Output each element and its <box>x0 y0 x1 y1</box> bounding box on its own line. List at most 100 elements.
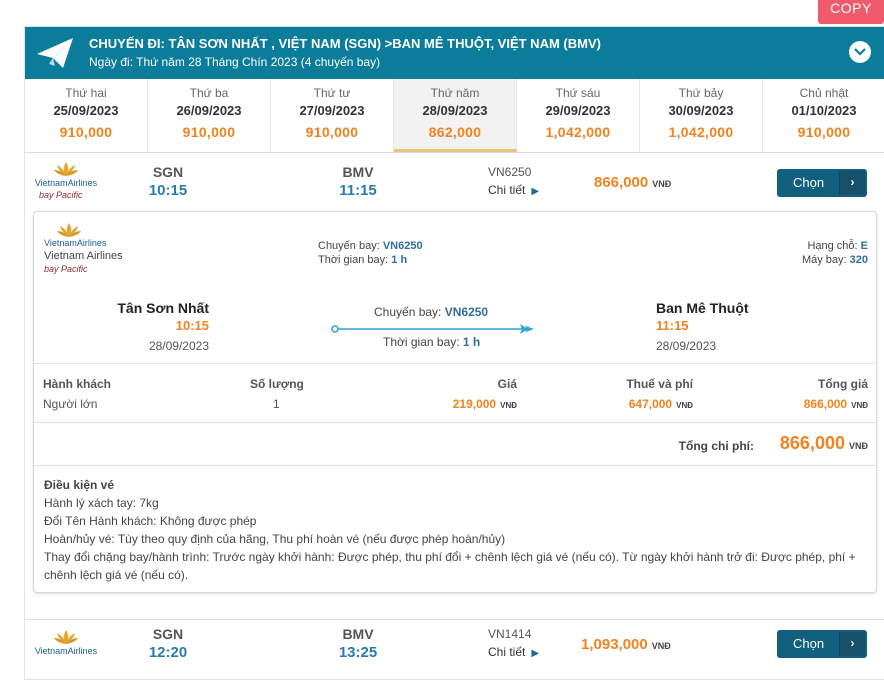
aircraft-label: Máy bay: <box>801 254 847 266</box>
day-name: Chủ nhật <box>799 86 849 100</box>
airline-name: Vietnam Airlines <box>44 250 123 262</box>
aircraft-value: 320 <box>849 254 868 266</box>
flight-row: VietnamAirlines SGN 12:20 BMV 13:25 VN14… <box>25 623 884 679</box>
departure-date: Ngày đi: Thứ năm 28 Tháng Chín 2023 (4 c… <box>89 55 381 69</box>
condition-line: Thay đổi chặng bay/hành trình: Trước ngà… <box>44 550 856 582</box>
day-option[interactable]: Thứ ba 26/09/2023 910,000 <box>148 79 271 152</box>
day-date: 30/09/2023 <box>668 103 734 118</box>
origin-date: 28/09/2023 <box>148 339 209 353</box>
destination-code: BMV <box>342 626 374 642</box>
select-label: Chọn <box>793 636 825 651</box>
select-label: Chọn <box>793 175 825 190</box>
flight-price: 1,093,000 VNĐ <box>581 636 671 653</box>
day-option[interactable]: Thứ bảy 30/09/2023 1,042,000 <box>640 79 763 152</box>
mid-duration-line: Thời gian bay: 1 h <box>383 335 480 349</box>
duration-label: Thời gian bay: <box>318 254 389 266</box>
flight-number: VN1414 <box>488 627 532 641</box>
destination-time: 11:15 <box>656 318 689 333</box>
flight-label: Chuyến bay: <box>374 305 442 319</box>
currency: VNĐ <box>848 441 868 451</box>
day-option[interactable]: Chủ nhật 01/10/2023 910,000 <box>763 79 884 152</box>
destination-city: Ban Mê Thuột <box>656 300 749 316</box>
details-label: Chi tiết <box>488 645 526 659</box>
passenger-quantity: 1 <box>273 397 280 411</box>
flight-number: VN6250 <box>488 165 532 179</box>
passenger-type: Người lớn <box>43 397 98 411</box>
divider <box>34 465 876 466</box>
day-option-selected[interactable]: Thứ năm 28/09/2023 862,000 <box>394 79 517 152</box>
condition-line: Đổi Tên Hành khách: Không được phép <box>44 514 257 528</box>
price-value: 866,000 <box>594 174 649 191</box>
day-option[interactable]: Thứ tư 27/09/2023 910,000 <box>271 79 394 152</box>
select-flight-button[interactable]: Chọn › <box>777 169 867 197</box>
collapse-toggle[interactable] <box>849 41 871 63</box>
flight-row: VietnamAirlines bay Pacific SGN 10:15 BM… <box>25 155 884 211</box>
destination-code: BMV <box>342 164 374 180</box>
day-option[interactable]: Thứ sáu 29/09/2023 1,042,000 <box>517 79 640 152</box>
mid-flight-line: Chuyến bay: VN6250 <box>374 305 488 319</box>
flight-details-link[interactable]: Chi tiết ▶ <box>488 645 539 659</box>
lotus-logo-icon <box>54 162 78 176</box>
flight-details-link[interactable]: Chi tiết ▶ <box>488 183 539 197</box>
origin-code: SGN <box>152 626 184 642</box>
itinerary-section: VietnamAirlines Vietnam Airlines bay Pac… <box>34 212 876 364</box>
divider <box>34 422 876 423</box>
condition-line: Hoàn/hủy vé: Tùy theo quy định của hãng,… <box>44 532 506 546</box>
airline-logo: VietnamAirlines bay Pacific <box>31 161 101 200</box>
day-price: 910,000 <box>182 124 236 140</box>
price-header: Giá <box>497 377 517 391</box>
departure-time: 10:15 <box>148 182 188 199</box>
price-value: 1,093,000 <box>581 636 648 653</box>
flight-number: VN6250 <box>444 305 489 319</box>
class-line: Hạng chỗ: E <box>807 240 868 252</box>
day-name: Thứ sáu <box>555 86 601 100</box>
base-fare: 219,000 VNĐ <box>453 397 517 411</box>
total-cost-value: 866,000 <box>779 433 845 453</box>
row-total: 866,000 VNĐ <box>804 397 868 411</box>
aircraft-line: Máy bay: 320 <box>802 254 868 266</box>
operator-note: bay Pacific <box>39 190 83 200</box>
day-date: 29/09/2023 <box>545 103 611 118</box>
duration-value: 1 h <box>391 254 408 266</box>
day-date: 28/09/2023 <box>422 103 488 118</box>
tax-fee-value: 647,000 <box>628 397 673 411</box>
chevron-right-icon: › <box>839 632 865 656</box>
date-selector: Thứ hai 25/09/2023 910,000 Thứ ba 26/09/… <box>25 79 884 153</box>
flight-result-card: CHUYẾN ĐI: TÂN SƠN NHẤT , VIỆT NAM (SGN)… <box>24 26 884 680</box>
arrival-time: 13:25 <box>338 644 378 661</box>
total-header: Tổng giá <box>818 377 868 391</box>
caret-right-icon: ▶ <box>531 186 540 197</box>
lotus-logo-icon <box>57 223 81 237</box>
day-option[interactable]: Thứ hai 25/09/2023 910,000 <box>25 79 148 152</box>
day-name: Thứ hai <box>65 86 107 100</box>
copy-button[interactable]: COPY <box>818 0 884 24</box>
day-price: 910,000 <box>59 124 113 140</box>
chevron-right-icon: › <box>839 171 865 195</box>
origin-code: SGN <box>152 164 184 180</box>
currency: VNĐ <box>676 401 693 410</box>
day-price: 1,042,000 <box>545 124 611 140</box>
day-name: Thứ ba <box>189 86 229 100</box>
airline-name: VietnamAirlines <box>34 646 98 656</box>
day-date: 27/09/2023 <box>299 103 365 118</box>
fare-conditions-title: Điều kiện vé <box>44 478 115 492</box>
currency: VNĐ <box>652 179 672 189</box>
duration-label: Thời gian bay: <box>383 335 460 349</box>
operator-note: bay Pacific <box>44 264 88 274</box>
flight-label: Chuyến bay: <box>318 240 380 252</box>
condition-line: Hành lý xách tay: 7kg <box>44 496 159 510</box>
flight-number: VN6250 <box>382 240 423 252</box>
airline-logo: VietnamAirlines Vietnam Airlines bay Pac… <box>44 222 124 274</box>
lotus-logo-icon <box>54 630 78 644</box>
flight-details-panel: VietnamAirlines Vietnam Airlines bay Pac… <box>33 211 877 593</box>
airline-logo: VietnamAirlines <box>31 629 101 656</box>
arrival-time: 11:15 <box>339 182 377 199</box>
duration-value: 1 h <box>462 335 481 349</box>
select-flight-button[interactable]: Chọn › <box>777 630 867 658</box>
duration-line: Thời gian bay: 1 h <box>318 254 407 266</box>
flight-price: 866,000 VNĐ <box>594 174 671 191</box>
tax-fee: 647,000 VNĐ <box>629 397 693 411</box>
chevron-down-icon <box>854 48 866 56</box>
divider <box>25 619 884 620</box>
day-price: 910,000 <box>305 124 359 140</box>
